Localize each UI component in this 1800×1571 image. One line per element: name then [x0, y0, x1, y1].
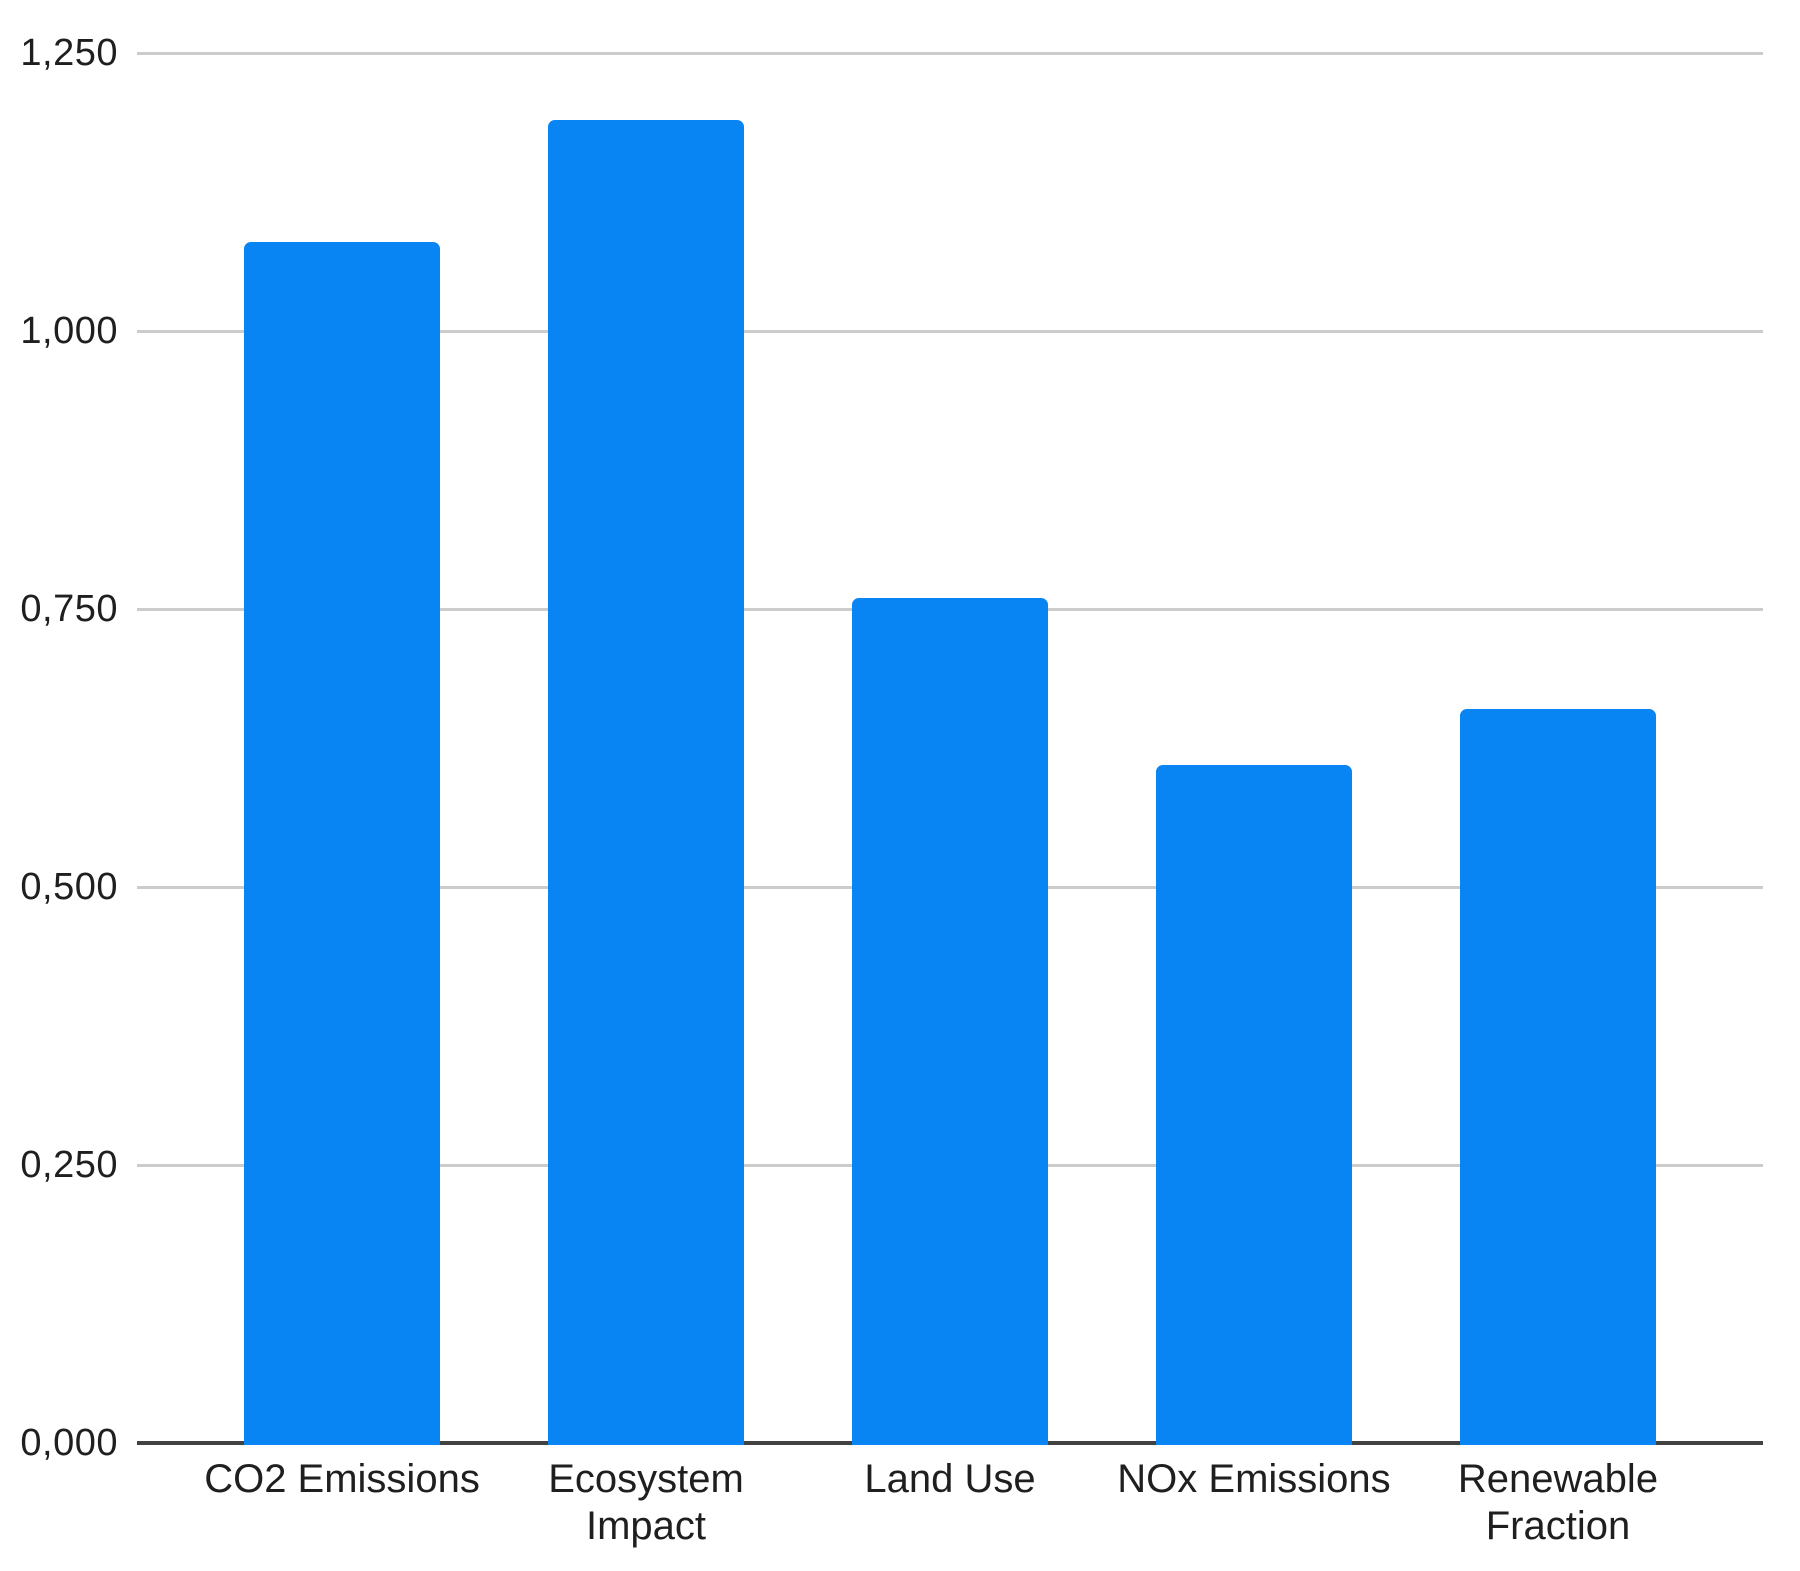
- bar: [1460, 709, 1656, 1445]
- x-category-label: Ecosystem Impact: [548, 1457, 744, 1548]
- y-tick-label: 0,000: [20, 1422, 118, 1464]
- y-tick-label: 0,250: [20, 1144, 118, 1186]
- y-tick-label: 0,500: [20, 866, 118, 908]
- y-tick-label: 0,750: [20, 588, 118, 630]
- x-category-label: Renewable Fraction: [1457, 1457, 1659, 1548]
- bar: [244, 242, 440, 1445]
- y-tick-label: 1,000: [20, 310, 118, 352]
- x-category-label: NOx Emissions: [1117, 1457, 1391, 1501]
- gridline: [137, 52, 1763, 55]
- y-tick-label: 1,250: [20, 32, 118, 74]
- bar: [1156, 764, 1352, 1445]
- bar: [548, 119, 744, 1445]
- gridline: [137, 330, 1763, 333]
- x-category-label: CO2 Emissions: [204, 1457, 480, 1501]
- x-category-label: Land Use: [864, 1457, 1036, 1501]
- bar: [852, 597, 1048, 1445]
